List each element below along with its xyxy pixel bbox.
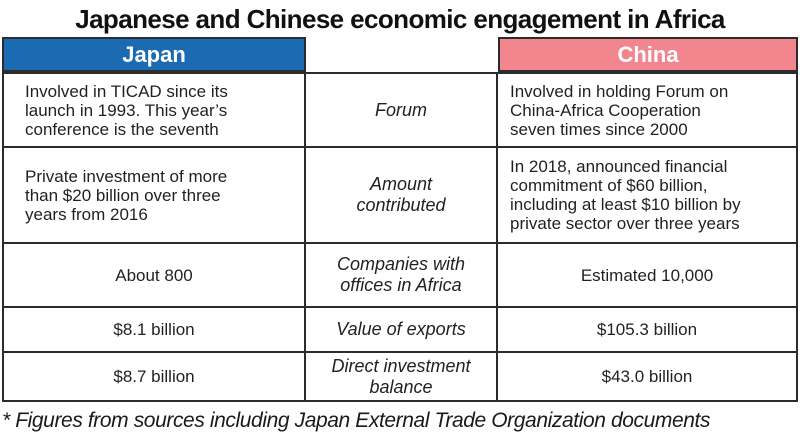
row-label-investment-balance: Direct investment balance bbox=[306, 353, 496, 400]
china-forum-cell: Involved in holding Forum on China-Afric… bbox=[498, 74, 796, 146]
japan-investment-cell: $8.7 billion bbox=[4, 353, 304, 400]
japan-column-header: Japan bbox=[2, 37, 306, 72]
china-investment-cell: $43.0 billion bbox=[498, 353, 796, 400]
page-title: Japanese and Chinese economic engagement… bbox=[75, 4, 725, 34]
row-label-exports: Value of exports bbox=[306, 308, 496, 351]
comparison-table: Japan China Involved in TICAD since its … bbox=[2, 37, 798, 402]
row-label-amount-contributed: Amount contributed bbox=[306, 148, 496, 242]
japan-amount-cell: Private investment of more than $20 bill… bbox=[4, 148, 304, 242]
table-body: Involved in TICAD since its launch in 19… bbox=[2, 72, 798, 402]
china-column-header: China bbox=[498, 37, 798, 72]
table-header-row: Japan China bbox=[2, 37, 798, 72]
header-spacer bbox=[306, 37, 498, 72]
japan-companies-cell: About 800 bbox=[4, 244, 304, 306]
source-footnote: * Figures from sources including Japan E… bbox=[2, 409, 711, 432]
row-label-companies: Companies with offices in Africa bbox=[306, 244, 496, 306]
japan-exports-cell: $8.1 billion bbox=[4, 308, 304, 351]
china-amount-cell: In 2018, announced financial commitment … bbox=[498, 148, 796, 242]
china-exports-cell: $105.3 billion bbox=[498, 308, 796, 351]
row-label-forum: Forum bbox=[306, 74, 496, 146]
japan-forum-cell: Involved in TICAD since its launch in 19… bbox=[4, 74, 304, 146]
china-companies-cell: Estimated 10,000 bbox=[498, 244, 796, 306]
